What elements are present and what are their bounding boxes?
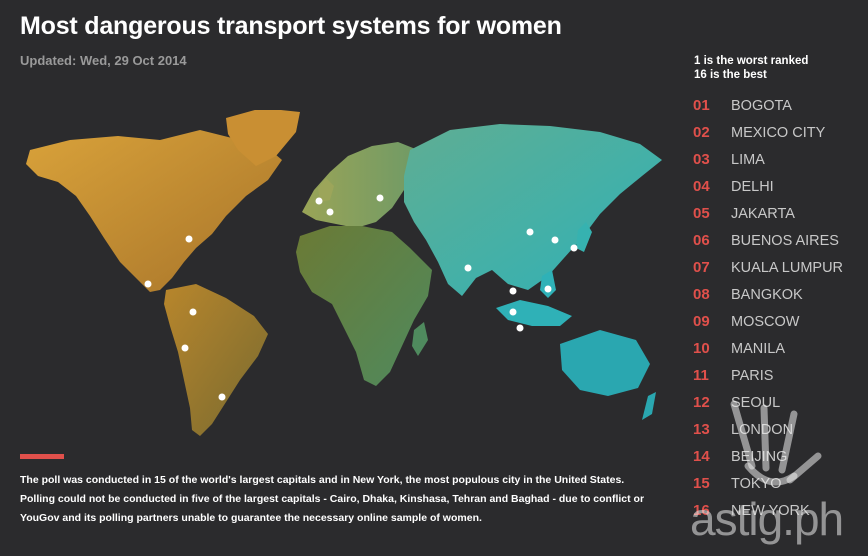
rank-city: LIMA [731,151,765,168]
rank-number: 05 [693,205,710,222]
page-title: Most dangerous transport systems for wom… [20,12,562,40]
rank-city: BANGKOK [731,286,803,303]
legend-line-worst: 1 is the worst ranked [694,55,809,67]
landmass-south-america [164,284,268,436]
marker-manila[interactable] [544,285,552,293]
marker-bogota[interactable] [189,308,197,316]
marker-mexico-city[interactable] [144,280,152,288]
rank-number: 15 [693,475,710,492]
rank-city: DELHI [731,178,774,195]
greenland-shape [226,110,300,166]
rank-number: 13 [693,421,710,438]
landmass-europe [302,142,420,228]
north-america-shape [26,130,282,292]
rank-city: SEOUL [731,394,781,411]
rank-number: 10 [693,340,710,357]
ranking-row[interactable]: 07 KUALA LUMPUR [693,254,843,281]
marker-new-york[interactable] [185,235,193,243]
rank-number: 11 [693,367,709,384]
rank-city: MANILA [731,340,785,357]
footnote-line: YouGov and its polling partners unable t… [20,512,482,524]
marker-kuala-lumpur[interactable] [509,308,517,316]
rank-number: 02 [693,124,710,141]
asia-shape [404,124,662,296]
ranking-row[interactable]: 01 BOGOTA [693,92,843,119]
ranking-row[interactable]: 10 MANILA [693,335,843,362]
philippines-shape [540,270,556,298]
methodology-note: The poll was conducted in 15 of the worl… [20,471,660,528]
legend-line-best: 16 is the best [694,69,767,81]
landmass-africa [296,226,432,386]
africa-shape [296,226,432,386]
ranking-row[interactable]: 03 LIMA [693,146,843,173]
ranking-row[interactable]: 12 SEOUL [693,389,843,416]
rank-number: 03 [693,151,710,168]
marker-paris[interactable] [326,208,334,216]
rank-number: 14 [693,448,710,465]
ranking-row[interactable]: 16 NEW YORK [693,497,843,524]
rank-number: 09 [693,313,710,330]
rank-number: 16 [693,502,710,519]
south-america-shape [164,284,268,436]
marker-seoul[interactable] [551,236,559,244]
rank-city: NEW YORK [731,502,810,519]
rank-city: JAKARTA [731,205,795,222]
rank-city: PARIS [731,367,774,384]
watermark-text: astig.ph [690,493,844,545]
rank-city: MEXICO CITY [731,124,826,141]
updated-date: Updated: Wed, 29 Oct 2014 [20,53,187,68]
ranking-row[interactable]: 06 BUENOS AIRES [693,227,843,254]
marker-tokyo[interactable] [570,244,578,252]
rank-number: 07 [693,259,710,276]
marker-buenos-aires[interactable] [218,393,226,401]
rank-city: MOSCOW [731,313,800,330]
marker-london[interactable] [315,197,323,205]
rank-number: 12 [693,394,710,411]
rank-city: BOGOTA [731,97,792,114]
australia-shape [560,330,650,396]
rank-number: 04 [693,178,710,195]
indonesia-shape [496,300,572,326]
marker-beijing[interactable] [526,228,534,236]
uk-shape [318,178,334,202]
rank-city: BUENOS AIRES [731,232,839,249]
accent-divider [20,454,64,459]
marker-lima[interactable] [181,344,189,352]
new-zealand-shape [642,392,656,420]
japan-shape [576,222,592,252]
landmass-north-america [26,110,300,292]
ranking-row[interactable]: 09 MOSCOW [693,308,843,335]
landmass-australia [560,330,656,420]
ranking-legend: 1 is the worst ranked 16 is the best [694,54,808,82]
ranking-list: 01 BOGOTA 02 MEXICO CITY 03 LIMA 04 DELHI 05… [693,92,843,524]
marker-jakarta[interactable] [516,324,524,332]
ranking-row[interactable]: 11 PARIS [693,362,843,389]
footnote-line: Polling could not be conducted in five o… [20,493,645,505]
watermark-hand-logo [730,400,822,486]
europe-shape [302,142,420,228]
marker-bangkok[interactable] [509,287,517,295]
ranking-row[interactable]: 02 MEXICO CITY [693,119,843,146]
landmass-asia [404,124,662,326]
rank-number: 06 [693,232,710,249]
madagascar-shape [412,322,428,356]
marker-delhi[interactable] [464,264,472,272]
ranking-row[interactable]: 04 DELHI [693,173,843,200]
rank-city: KUALA LUMPUR [731,259,844,276]
ranking-row[interactable]: 08 BANGKOK [693,281,843,308]
world-map [26,110,662,436]
rank-number: 01 [693,97,710,114]
footnote-line: The poll was conducted in 15 of the worl… [20,474,625,486]
rank-number: 08 [693,286,710,303]
marker-moscow[interactable] [376,194,384,202]
city-markers [144,194,578,401]
ranking-row[interactable]: 05 JAKARTA [693,200,843,227]
